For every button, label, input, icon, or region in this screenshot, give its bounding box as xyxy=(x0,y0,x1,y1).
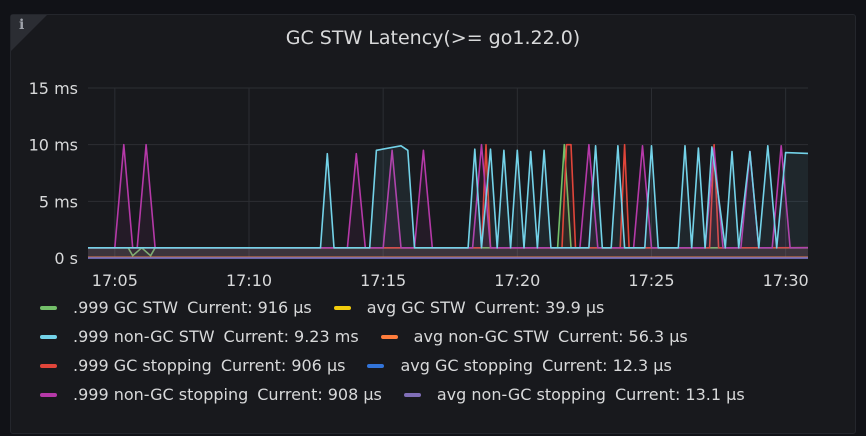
legend-current-prefix: Current: xyxy=(257,385,323,404)
legend-current-value: 13.1 µs xyxy=(685,385,745,404)
x-tick-label: 17:20 xyxy=(494,271,540,290)
legend-label: .999 GC STW xyxy=(73,298,179,317)
series-line xyxy=(88,143,808,257)
legend-current-prefix: Current: xyxy=(187,298,253,317)
y-tick-label: 0 s xyxy=(54,249,78,268)
legend-swatch xyxy=(40,306,57,310)
info-corner[interactable] xyxy=(11,15,47,51)
legend-item[interactable]: .999 GC STW Current: 916 µs xyxy=(40,297,312,319)
legend-label: avg non-GC stopping xyxy=(436,385,606,404)
legend-item[interactable]: .999 non-GC STW Current: 9.23 ms xyxy=(40,326,359,348)
info-icon[interactable]: i xyxy=(19,17,25,33)
legend-swatch xyxy=(40,335,57,339)
legend-swatch xyxy=(333,306,351,310)
y-tick-label: 5 ms xyxy=(39,192,78,211)
legend-current-value: 9.23 ms xyxy=(294,327,359,346)
y-tick-label: 10 ms xyxy=(29,136,78,155)
legend-current-prefix: Current: xyxy=(558,327,624,346)
legend-current-value: 12.3 µs xyxy=(612,356,672,375)
legend-item[interactable]: avg non-GC stopping Current: 13.1 µs xyxy=(403,384,745,406)
legend-swatch xyxy=(380,335,398,339)
legend-swatch xyxy=(40,364,57,368)
legend-row: .999 GC stopping Current: 906 µs avg GC sto… xyxy=(40,352,840,381)
x-tick-label: 17:05 xyxy=(92,271,138,290)
legend-current-value: 906 µs xyxy=(291,356,346,375)
panel-title[interactable]: GC STW Latency(>= go1.22.0) xyxy=(285,27,581,49)
legend-row: .999 non-GC STW Current: 9.23 ms avg non-GC… xyxy=(40,323,840,352)
chart-panel: i GC STW Latency(>= go1.22.0) xyxy=(10,14,856,434)
series-line xyxy=(88,145,809,249)
legend-current-prefix: Current: xyxy=(474,298,541,317)
x-tick-label: 17:30 xyxy=(763,271,809,290)
legend-current-value: 908 µs xyxy=(327,385,382,404)
legend-label: .999 GC stopping xyxy=(73,356,212,375)
series-area xyxy=(88,145,808,258)
legend-current-value: 39.9 µs xyxy=(545,298,605,317)
x-tick-label: 17:10 xyxy=(226,271,272,290)
legend-item[interactable]: .999 GC stopping Current: 906 µs xyxy=(40,355,345,377)
legend-swatch xyxy=(367,364,385,368)
legend-item[interactable]: .999 non-GC stopping Current: 908 µs xyxy=(40,384,382,406)
y-tick-label: 15 ms xyxy=(29,79,78,98)
legend-item[interactable]: avg non-GC STW Current: 56.3 µs xyxy=(380,326,688,348)
legend-label: .999 non-GC STW xyxy=(73,327,215,346)
legend-swatch xyxy=(403,393,421,397)
legend-item[interactable]: avg GC stopping Current: 12.3 µs xyxy=(367,355,672,377)
legend-current-value: 916 µs xyxy=(257,298,312,317)
legend-label: avg non-GC STW xyxy=(413,327,550,346)
legend: .999 GC STW Current: 916 µs avg GC STW Curre… xyxy=(40,294,840,410)
series-line xyxy=(88,143,809,249)
legend-current-prefix: Current: xyxy=(223,327,290,346)
legend-item[interactable]: avg GC STW Current: 39.9 µs xyxy=(333,297,605,319)
legend-label: .999 non-GC stopping xyxy=(73,385,249,404)
x-tick-label: 17:15 xyxy=(360,271,406,290)
legend-current-prefix: Current: xyxy=(614,385,681,404)
legend-label: avg GC STW xyxy=(366,298,466,317)
legend-label: avg GC stopping xyxy=(400,356,534,375)
legend-current-value: 56.3 µs xyxy=(628,327,688,346)
legend-current-prefix: Current: xyxy=(542,356,608,375)
legend-row: .999 non-GC stopping Current: 908 µs avg no… xyxy=(40,381,840,410)
legend-current-prefix: Current: xyxy=(220,356,287,375)
legend-swatch xyxy=(40,393,57,397)
legend-row: .999 GC STW Current: 916 µs avg GC STW Curre… xyxy=(40,294,840,323)
x-tick-label: 17:25 xyxy=(628,271,674,290)
